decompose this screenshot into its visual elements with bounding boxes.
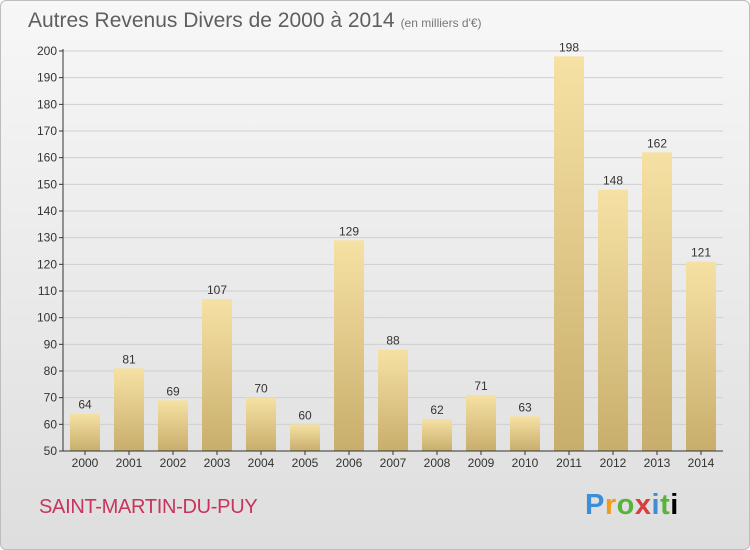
data-label: 60 [298, 408, 312, 422]
bar [422, 419, 452, 451]
bar [290, 424, 320, 451]
logo-letter: o [616, 489, 635, 521]
logo-letter: r [604, 489, 617, 521]
y-tick-label: 170 [37, 124, 57, 138]
data-label: 198 [559, 40, 579, 54]
bar [554, 56, 584, 451]
data-label: 81 [122, 352, 136, 366]
x-tick-label: 2004 [248, 456, 275, 470]
y-tick-label: 90 [44, 337, 58, 351]
x-tick-label: 2010 [512, 456, 539, 470]
y-tick-label: 50 [44, 444, 58, 458]
logo-letter: i [651, 489, 661, 521]
data-label: 129 [339, 224, 359, 238]
y-tick-label: 180 [37, 97, 57, 111]
bar [158, 400, 188, 451]
data-label: 162 [647, 136, 667, 150]
city-name: SAINT-MARTIN-DU-PUY [39, 496, 258, 518]
x-tick-label: 2000 [72, 456, 99, 470]
y-tick-label: 140 [37, 204, 57, 218]
x-tick-label: 2011 [556, 456, 582, 470]
y-tick-label: 160 [37, 151, 57, 165]
bar [466, 395, 496, 451]
bar [334, 240, 364, 451]
y-tick-label: 60 [44, 417, 58, 431]
x-tick-label: 2008 [424, 456, 451, 470]
bar [246, 397, 276, 451]
y-tick-label: 200 [37, 44, 57, 58]
x-tick-label: 2007 [380, 456, 407, 470]
chart-title: Autres Revenus Divers de 2000 à 2014 (en … [28, 9, 482, 33]
bar [510, 416, 540, 451]
bar [686, 261, 716, 451]
y-tick-label: 70 [44, 391, 58, 405]
x-tick-label: 2005 [292, 456, 319, 470]
bar [378, 349, 408, 451]
bar [70, 413, 100, 451]
data-label: 71 [474, 379, 488, 393]
x-tick-label: 2003 [204, 456, 231, 470]
bar [202, 299, 232, 451]
data-label: 64 [78, 398, 92, 412]
x-tick-label: 2013 [644, 456, 671, 470]
logo-letter: t [660, 489, 671, 521]
proxiti-logo: Proxiti [585, 489, 679, 522]
data-label: 70 [254, 382, 268, 396]
bar [114, 368, 144, 451]
logo-letter: x [634, 489, 652, 521]
y-tick-label: 110 [38, 284, 57, 298]
chart-title-text: Autres Revenus Divers de 2000 à 2014 [28, 9, 395, 32]
bar [598, 189, 628, 451]
bar [642, 152, 672, 452]
logo-letter: P [585, 489, 605, 521]
data-label: 63 [518, 400, 532, 414]
data-label: 107 [207, 283, 227, 297]
y-tick-label: 190 [37, 71, 57, 85]
y-tick-label: 120 [37, 257, 57, 271]
data-label: 62 [430, 403, 444, 417]
data-label: 69 [166, 384, 180, 398]
x-tick-label: 2012 [600, 456, 627, 470]
data-label: 121 [691, 246, 711, 260]
data-label: 148 [603, 174, 623, 188]
chart-unit: (en milliers d'€) [400, 16, 482, 30]
x-tick-label: 2006 [336, 456, 363, 470]
x-tick-label: 2001 [116, 456, 143, 470]
logo-letter: i [670, 489, 679, 521]
y-tick-label: 150 [37, 177, 57, 191]
data-label: 88 [386, 334, 400, 348]
y-tick-label: 80 [44, 364, 58, 378]
x-tick-label: 2014 [688, 456, 715, 470]
y-tick-label: 100 [37, 311, 57, 325]
y-tick-label: 130 [37, 231, 57, 245]
x-tick-label: 2002 [160, 456, 187, 470]
x-tick-label: 2009 [468, 456, 495, 470]
